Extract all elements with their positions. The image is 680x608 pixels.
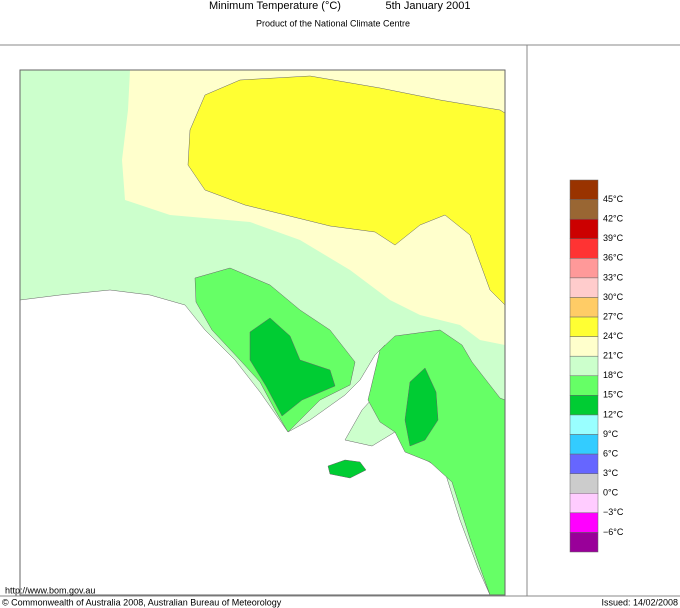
legend-label: 6°C — [603, 448, 619, 458]
legend-swatch — [569, 297, 599, 318]
legend: 45°C 42°C 39°C 36°C 33°C 30°C 27°C 24°C 21°C 18°C… — [569, 179, 624, 553]
legend-label: 42°C — [603, 214, 624, 224]
legend-swatch — [569, 238, 599, 259]
legend-swatch — [569, 434, 599, 455]
legend-label: 33°C — [603, 272, 624, 282]
legend-label: 18°C — [603, 370, 624, 380]
legend-label: 39°C — [603, 233, 624, 243]
region-12-15 — [249, 317, 336, 417]
legend-swatch — [569, 375, 599, 396]
legend-label: 21°C — [603, 351, 624, 361]
legend-swatch — [569, 453, 599, 474]
legend-swatch — [569, 218, 599, 239]
legend-swatch — [569, 493, 599, 514]
legend-swatch — [569, 414, 599, 435]
legend-label: 0°C — [603, 488, 619, 498]
legend-swatch — [569, 179, 599, 200]
region-12-15 — [327, 459, 367, 479]
legend-label: 9°C — [603, 429, 619, 439]
legend-swatch — [569, 336, 599, 357]
legend-swatch — [569, 473, 599, 494]
legend-label: 15°C — [603, 390, 624, 400]
url: http://www.bom.gov.au — [5, 585, 95, 595]
issued: Issued: 14/02/2008 — [601, 597, 678, 607]
legend-swatch — [569, 512, 599, 533]
subtitle: Product of the National Climate Centre — [256, 18, 410, 28]
legend-label: 45°C — [603, 194, 624, 204]
legend-label: 12°C — [603, 409, 624, 419]
legend-swatch — [569, 532, 599, 553]
legend-swatch — [569, 258, 599, 279]
legend-label: 27°C — [603, 311, 624, 321]
legend-label: 3°C — [603, 468, 619, 478]
title: Minimum Temperature (°C) — [209, 0, 341, 12]
legend-label: 36°C — [603, 253, 624, 263]
legend-swatch — [569, 199, 599, 220]
map-frame — [19, 69, 506, 596]
legend-swatch — [569, 395, 599, 416]
legend-swatch — [569, 277, 599, 298]
legend-swatch — [569, 355, 599, 377]
region-12-15 — [404, 367, 439, 447]
region-24-27 — [187, 75, 506, 306]
legend-label: −6°C — [603, 527, 624, 537]
copyright: © Commonwealth of Australia 2008, Austra… — [2, 597, 282, 607]
legend-label: 24°C — [603, 331, 624, 341]
date: 5th January 2001 — [385, 0, 470, 12]
legend-label: −3°C — [603, 507, 624, 517]
legend-label: 30°C — [603, 292, 624, 302]
legend-swatch — [569, 316, 599, 337]
map — [19, 69, 506, 596]
